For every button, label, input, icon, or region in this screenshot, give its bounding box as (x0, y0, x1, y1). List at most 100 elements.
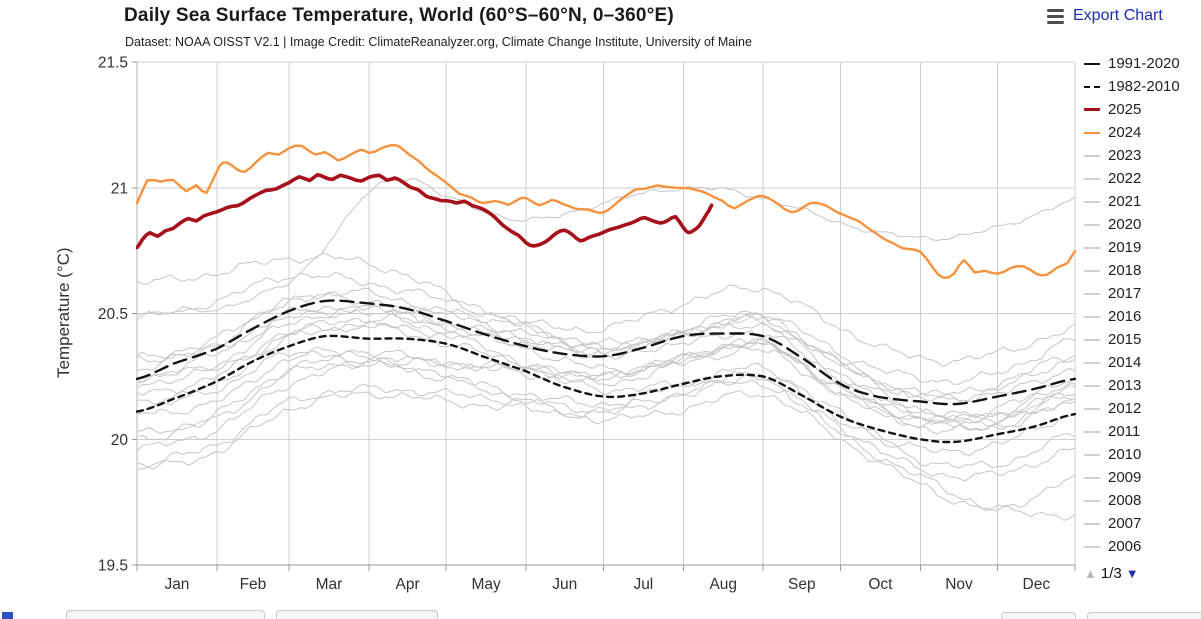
legend-item-label: 2017 (1108, 285, 1142, 302)
clipped-button[interactable] (1087, 612, 1201, 619)
legend-item-label: 2019 (1108, 239, 1142, 256)
legend-items: 1991-2020 1982-2010 2025 2024 2023 2022 2021 20… (1084, 52, 1201, 558)
clipped-button[interactable] (1001, 612, 1076, 619)
series-2020 (136, 272, 1076, 419)
legend-item-2007: 2007 (1084, 512, 1201, 535)
x-tick-label: Apr (396, 576, 420, 593)
legend-item-label: 2022 (1108, 170, 1142, 187)
y-tick-label: 19.5 (98, 558, 128, 575)
clipped-element-fragment (2, 612, 13, 619)
legend-swatch (1084, 200, 1100, 203)
legend-item-2012: 2012 (1084, 397, 1201, 420)
y-tick-label: 20.5 (98, 306, 128, 323)
legend-item-2022: 2022 (1084, 167, 1201, 190)
y-tick-label: 20 (111, 432, 129, 449)
legend-swatch (1084, 545, 1100, 548)
legend-swatch (1084, 315, 1100, 318)
hamburger-icon (1047, 8, 1064, 24)
legend-item-2023: 2023 (1084, 144, 1201, 167)
legend-item-label: 2023 (1108, 147, 1142, 164)
legend-item-2010: 2010 (1084, 443, 1201, 466)
legend-swatch (1084, 246, 1100, 249)
legend-item-2024: 2024 (1084, 121, 1201, 144)
legend-swatch (1084, 62, 1100, 65)
plot-series (136, 144, 1077, 521)
x-tick-label: Feb (240, 576, 267, 593)
legend-item-label: 2006 (1108, 538, 1142, 555)
legend-item-label: 2020 (1108, 216, 1142, 233)
legend-swatch (1084, 453, 1100, 456)
legend-item-2006: 2006 (1084, 535, 1201, 558)
legend-swatch (1084, 223, 1100, 226)
series-2008 (136, 374, 1076, 470)
legend-item-2016: 2016 (1084, 305, 1201, 328)
legend-item-label: 2010 (1108, 446, 1142, 463)
series-2009 (136, 337, 1076, 435)
export-chart-button[interactable]: Export Chart (1047, 7, 1163, 25)
legend-item-2020: 2020 (1084, 213, 1201, 236)
x-tick-label: Mar (316, 576, 343, 593)
gridlines (132, 61, 1076, 571)
x-tick-label: Jan (164, 576, 189, 593)
series-2023 (136, 177, 1076, 317)
clipped-button[interactable] (276, 610, 438, 619)
legend-swatch (1084, 499, 1100, 502)
legend-item-2018: 2018 (1084, 259, 1201, 282)
x-tick-label: Aug (709, 576, 737, 593)
legend-swatch (1084, 522, 1100, 525)
x-tick-label: Jul (633, 576, 653, 593)
legend-item-label: 2025 (1108, 101, 1142, 118)
legend-item-2015: 2015 (1084, 328, 1201, 351)
legend-item-2017: 2017 (1084, 282, 1201, 305)
legend-page-down-icon[interactable]: ▼ (1125, 565, 1139, 581)
legend-item-label: 2021 (1108, 193, 1142, 210)
legend-item-label: 2014 (1108, 354, 1142, 371)
legend-item-2008: 2008 (1084, 489, 1201, 512)
legend-item-label: 2018 (1108, 262, 1142, 279)
legend-item-2019: 2019 (1084, 236, 1201, 259)
legend-item-2014: 2014 (1084, 351, 1201, 374)
legend-item-1991-2020: 1991-2020 (1084, 52, 1201, 75)
series-2010 (136, 309, 1076, 521)
y-tick-label: 21.5 (98, 55, 128, 72)
legend-page-indicator: 1/3 (1100, 564, 1122, 582)
legend-item-label: 2007 (1108, 515, 1142, 532)
series-2021 (136, 313, 1076, 398)
clipped-button[interactable] (66, 610, 265, 619)
legend-item-2011: 2011 (1084, 420, 1201, 443)
legend-swatch (1084, 361, 1100, 364)
legend-page-up-icon[interactable]: ▲ (1084, 565, 1097, 581)
legend-swatch (1084, 430, 1100, 433)
legend-item-label: 2013 (1108, 377, 1142, 394)
legend-item-label: 2016 (1108, 308, 1142, 325)
legend-swatch (1084, 85, 1100, 88)
legend-swatch (1084, 407, 1100, 410)
x-tick-label: Sep (788, 576, 816, 593)
x-tick-label: May (472, 576, 502, 593)
x-tick-label: Dec (1023, 576, 1051, 593)
series-2012 (136, 342, 1076, 452)
export-chart-label: Export Chart (1073, 7, 1163, 24)
axis-tick-labels: 19.5 20 20.5 21 21.5 Jan Feb Mar Apr May Jun Jul Aug… (98, 55, 1051, 594)
series-1982-2010 (136, 334, 1077, 444)
legend-item-label: 2015 (1108, 331, 1142, 348)
legend-swatch (1084, 338, 1100, 341)
legend-swatch (1084, 292, 1100, 295)
legend-item-2009: 2009 (1084, 466, 1201, 489)
legend-item-2013: 2013 (1084, 374, 1201, 397)
series-2025 (136, 173, 714, 250)
legend-swatch (1084, 131, 1100, 134)
series-2016 (136, 252, 1076, 425)
legend-swatch (1084, 108, 1100, 111)
legend-item-label: 2024 (1108, 124, 1142, 141)
legend-swatch (1084, 476, 1100, 479)
chart-subtitle: Dataset: NOAA OISST V2.1 | Image Credit:… (125, 35, 752, 49)
legend-item-label: 1982-2010 (1108, 78, 1180, 95)
legend-swatch (1084, 154, 1100, 157)
legend-item-label: 2011 (1108, 423, 1141, 440)
chart-legend: 1991-2020 1982-2010 2025 2024 2023 2022 2021 20… (1084, 52, 1201, 585)
legend-item-label: 2012 (1108, 400, 1142, 417)
legend-item-2021: 2021 (1084, 190, 1201, 213)
